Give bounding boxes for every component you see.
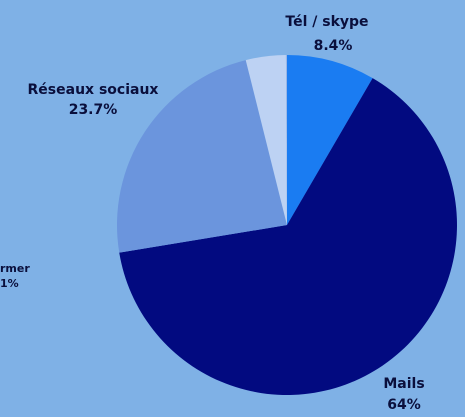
pie-slice-t-l-skype — [287, 55, 373, 225]
pie-slice-r-seaux-sociaux — [116, 60, 287, 253]
pie-slice-rmer — [245, 55, 287, 225]
value-mails: 64% — [387, 397, 421, 413]
label-mails: Mails — [383, 376, 424, 392]
label-tel-skype: Tél / skype — [285, 14, 368, 30]
pie-slice-slice-4 — [285, 54, 287, 225]
label-former: rmer — [0, 262, 30, 275]
value-reseaux-sociaux: 23.7% — [69, 102, 118, 118]
pie-slice-mails — [119, 78, 457, 395]
value-tel-skype: 8.4% — [314, 38, 353, 54]
label-reseaux-sociaux: Réseaux sociaux — [28, 82, 159, 98]
value-former: 1% — [0, 277, 19, 290]
pie-slices — [116, 54, 457, 395]
